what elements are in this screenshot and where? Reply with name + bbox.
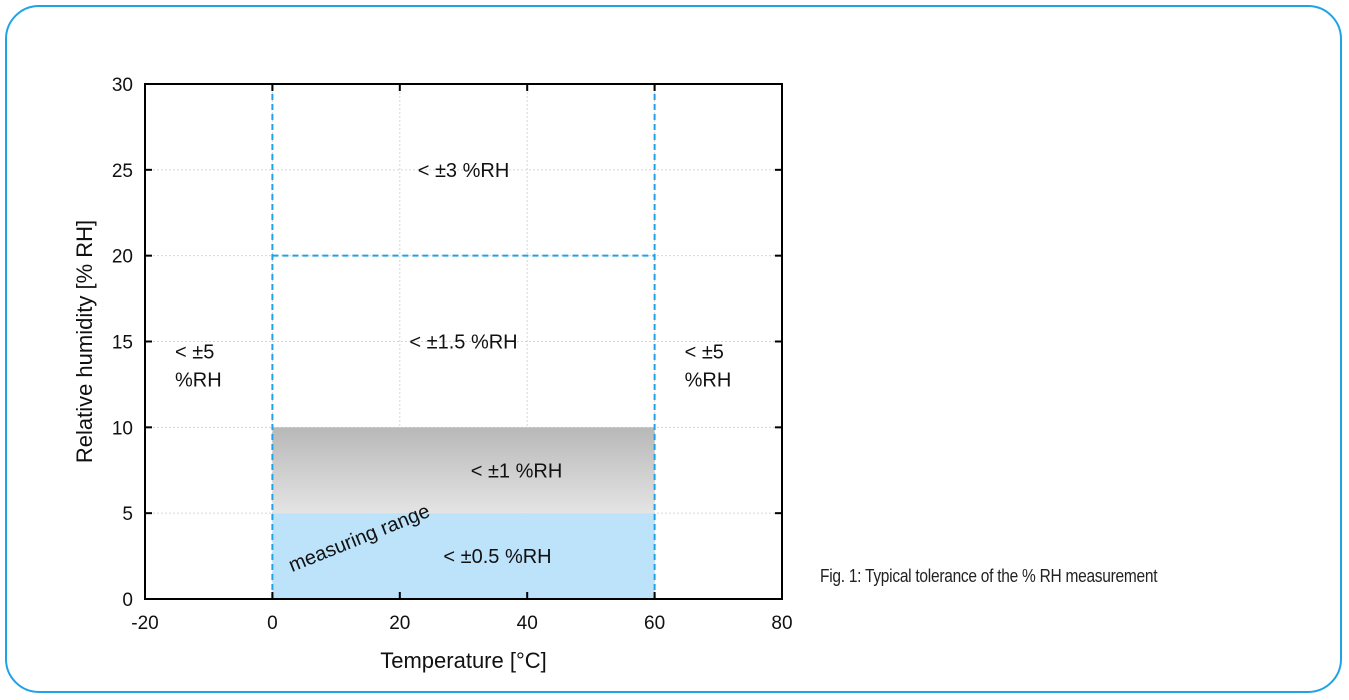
x-axis-title: Temperature [°C] <box>380 648 547 673</box>
x-tick-label: -20 <box>131 613 158 634</box>
y-tick-label: 15 <box>112 333 133 354</box>
y-tick-label: 10 <box>112 418 133 439</box>
region-label: < ±0.5 %RH <box>443 546 551 568</box>
figure-caption: Fig. 1: Typical tolerance of the % RH me… <box>820 566 1158 586</box>
y-tick-label: 5 <box>122 504 133 525</box>
y-tick-label: 20 <box>112 247 133 268</box>
x-tick-label: 20 <box>389 613 410 634</box>
y-tick-label: 30 <box>112 75 133 96</box>
figure-frame <box>5 5 1342 693</box>
y-tick-label: 0 <box>122 590 133 611</box>
x-tick-label: 60 <box>644 613 665 634</box>
x-tick-label: 0 <box>267 613 278 634</box>
y-axis-title: Relative humidity [% RH] <box>72 220 97 463</box>
x-tick-label: 40 <box>517 613 538 634</box>
region-label: < ±3 %RH <box>418 160 510 182</box>
x-tick-label: 80 <box>771 613 792 634</box>
region-label-outer: < ±5 <box>685 342 724 364</box>
region-label: < ±1 %RH <box>471 460 563 482</box>
region-fill-0-5 <box>272 513 655 599</box>
region-label-outer: %RH <box>685 370 732 392</box>
y-tick-label: 25 <box>112 161 133 182</box>
region-label: < ±1.5 %RH <box>409 332 517 354</box>
region-label-outer: < ±5 <box>175 342 214 364</box>
region-label-outer: %RH <box>175 370 222 392</box>
region-fill-1 <box>272 427 655 514</box>
